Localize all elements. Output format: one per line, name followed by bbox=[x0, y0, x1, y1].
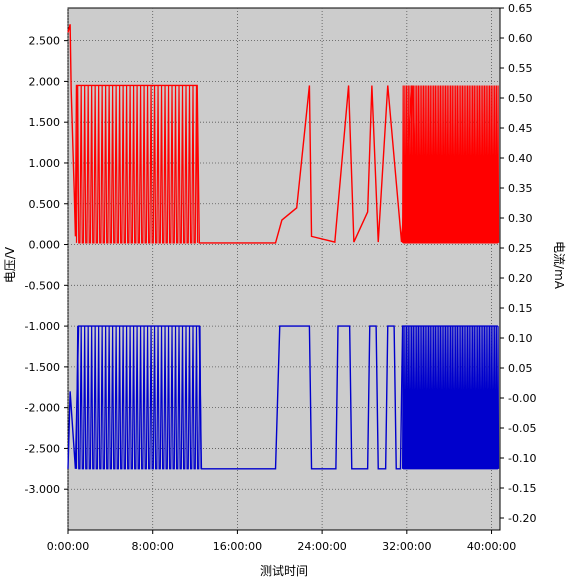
y-left-tick-label: -1.000 bbox=[25, 320, 60, 333]
y-left-tick-label: -0.500 bbox=[25, 279, 60, 292]
y-right-tick-label: 0.15 bbox=[508, 302, 533, 315]
y-right-tick-label: 0.55 bbox=[508, 62, 533, 75]
x-tick-label: 16:00:00 bbox=[213, 540, 262, 553]
y-left-tick-label: 0.000 bbox=[29, 239, 61, 252]
y-left-tick-label: 1.500 bbox=[29, 116, 61, 129]
x-tick-label: 8:00:00 bbox=[132, 540, 174, 553]
x-tick-label: 40:00:00 bbox=[467, 540, 516, 553]
y-left-tick-label: -1.500 bbox=[25, 361, 60, 374]
x-tick-label: 32:00:00 bbox=[382, 540, 431, 553]
x-axis-ticks: 0:00:00 8:00:00 16:00:00 24:00:00 32:00:00 40… bbox=[47, 530, 516, 553]
series-line bbox=[67, 325, 498, 470]
current-series bbox=[67, 325, 500, 470]
y-right-tick-label: -0.05 bbox=[508, 422, 536, 435]
y-left-tick-label: -2.000 bbox=[25, 402, 60, 415]
y-left-tick-label: 2.000 bbox=[29, 75, 61, 88]
y-left-tick-label: 0.500 bbox=[29, 198, 61, 211]
y-right-tick-label: -0.00 bbox=[508, 392, 536, 405]
y-right-tick-label: -0.15 bbox=[508, 482, 536, 495]
y-right-tick-label: 0.45 bbox=[508, 122, 533, 135]
series-oscillation bbox=[401, 85, 500, 244]
y-right-tick-label: 0.20 bbox=[508, 272, 533, 285]
y-right-tick-label: 0.65 bbox=[508, 2, 533, 15]
y-right-tick-label: 0.25 bbox=[508, 242, 533, 255]
y-right-tick-label: 0.30 bbox=[508, 212, 533, 225]
x-tick-label: 0:00:00 bbox=[47, 540, 89, 553]
y-left-tick-label: -2.500 bbox=[25, 442, 60, 455]
y-right-tick-label: 0.10 bbox=[508, 332, 533, 345]
y-right-tick-label: 0.60 bbox=[508, 32, 533, 45]
y-right-tick-label: 0.40 bbox=[508, 152, 533, 165]
right-axis-ticks: 0.65 0.60 0.55 0.50 0.45 0.40 0.35 0.30 0.25 0.20… bbox=[500, 2, 536, 525]
y-right-tick-label: 0.50 bbox=[508, 92, 533, 105]
series-oscillation bbox=[401, 326, 500, 470]
y-left-tick-label: -3.000 bbox=[25, 483, 60, 496]
left-axis-ticks: 2.500 2.000 1.500 1.000 0.500 0.000 -0.500 -1.0… bbox=[25, 35, 68, 496]
y-axis-left-label: 电压/V bbox=[3, 246, 17, 283]
y-left-tick-label: 1.000 bbox=[29, 157, 61, 170]
y-right-tick-label: -0.20 bbox=[508, 512, 536, 525]
x-axis-label: 测试时间 bbox=[260, 563, 308, 578]
y-left-tick-label: 2.500 bbox=[29, 35, 61, 48]
voltage-series bbox=[67, 24, 500, 244]
x-tick-label: 24:00:00 bbox=[297, 540, 346, 553]
series-oscillation bbox=[75, 85, 199, 244]
y-right-tick-label: 0.05 bbox=[508, 362, 533, 375]
y-right-tick-label: 0.35 bbox=[508, 182, 533, 195]
y-axis-right-label: 电流/mA bbox=[552, 241, 566, 290]
series-oscillation bbox=[75, 326, 202, 470]
y-right-tick-label: -0.10 bbox=[508, 452, 536, 465]
